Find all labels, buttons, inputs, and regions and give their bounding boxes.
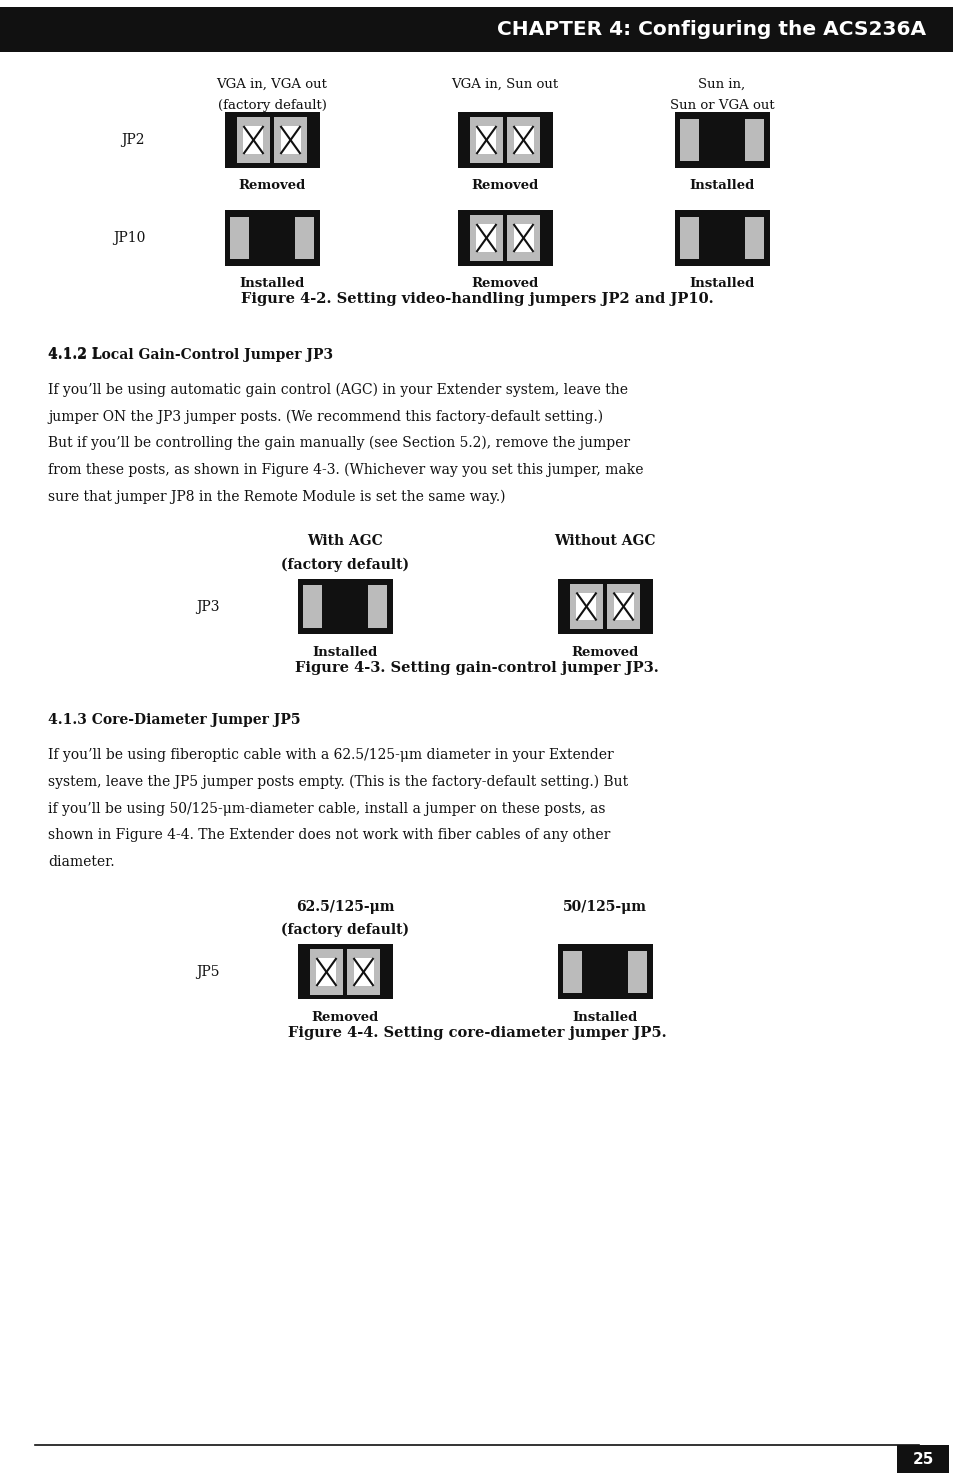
Bar (297, 580, 392, 634)
Bar (744, 217, 763, 260)
Bar (368, 586, 386, 628)
Text: sure that jumper ​JP8​ in the Remote Module is set the same way.): sure that jumper ​JP8​ in the Remote Mod… (48, 490, 505, 504)
Bar (507, 215, 539, 261)
Text: jumper ON the ​JP3​ jumper posts. (We recommend this factory-default setting.): jumper ON the ​JP3​ jumper posts. (We re… (48, 409, 602, 423)
Text: (factory default): (factory default) (217, 99, 326, 112)
Text: Removed: Removed (471, 180, 538, 193)
Text: Figure 4-2. Setting video-handling jumpers JP2 and JP10.: Figure 4-2. Setting video-handling jumpe… (240, 292, 713, 307)
Text: Installed: Installed (689, 180, 754, 193)
Text: Installed: Installed (572, 1012, 637, 1025)
Bar (316, 959, 336, 985)
Bar (698, 118, 744, 161)
Bar (470, 118, 502, 162)
Text: Figure 4-4. Setting core-diameter jumper JP5.: Figure 4-4. Setting core-diameter jumper… (288, 1027, 665, 1040)
Bar (243, 125, 263, 153)
Text: shown in Figure 4-4. The Extender does not work with fiber cables of any other: shown in Figure 4-4. The Extender does n… (48, 829, 610, 842)
Bar (896, 1446, 948, 1474)
Text: Removed: Removed (571, 646, 638, 659)
Text: Sun or VGA out: Sun or VGA out (669, 99, 774, 112)
Bar (679, 118, 763, 161)
Bar (280, 125, 300, 153)
Bar (674, 112, 769, 168)
Text: 4.1.2 L: 4.1.2 L (48, 348, 101, 361)
Bar (581, 950, 628, 994)
Bar (0, 7, 953, 52)
Bar (237, 118, 270, 162)
Bar (457, 112, 552, 168)
Text: Sun in,: Sun in, (698, 78, 745, 91)
Text: If you’ll be using fiberoptic cable with a 62.5/125-μm diameter in your Extender: If you’ll be using fiberoptic cable with… (48, 748, 613, 763)
Text: JP10: JP10 (112, 232, 145, 245)
Bar (295, 217, 314, 260)
Text: Figure 4-3. Setting gain-control jumper JP3.: Figure 4-3. Setting gain-control jumper … (294, 661, 659, 676)
Bar (613, 593, 633, 621)
Bar (557, 580, 652, 634)
Bar (513, 125, 533, 153)
Bar (679, 118, 698, 161)
Bar (303, 586, 321, 628)
Text: Removed: Removed (238, 180, 305, 193)
Text: (factory default): (factory default) (280, 923, 409, 938)
Bar (628, 950, 646, 994)
Bar (513, 224, 533, 252)
Bar (297, 944, 392, 1000)
Text: Installed: Installed (239, 277, 304, 291)
Text: If you’ll be using automatic gain control (AGC) in your Extender system, leave t: If you’ll be using automatic gain contro… (48, 382, 627, 397)
Text: Installed: Installed (312, 646, 377, 659)
Bar (249, 217, 295, 260)
Bar (562, 950, 646, 994)
Bar (310, 950, 342, 994)
Text: JP2: JP2 (121, 133, 145, 148)
Bar (274, 118, 306, 162)
Text: 62.5/125-μm: 62.5/125-μm (295, 900, 394, 914)
Bar (679, 217, 698, 260)
Bar (230, 217, 314, 260)
Bar (674, 211, 769, 266)
Bar (476, 224, 496, 252)
Bar (679, 217, 763, 260)
Text: system, leave the ​JP5​ jumper posts empty. (This is the factory-default setting: system, leave the ​JP5​ jumper posts emp… (48, 774, 627, 789)
Text: if you’ll be using 50/125-μm-diameter cable, install a jumper on these posts, as: if you’ll be using 50/125-μm-diameter ca… (48, 801, 605, 816)
Bar (507, 118, 539, 162)
Bar (476, 125, 496, 153)
Bar (224, 112, 319, 168)
Text: VGA in, VGA out: VGA in, VGA out (216, 78, 327, 91)
Text: Removed: Removed (471, 277, 538, 291)
Text: 50/125-μm: 50/125-μm (562, 900, 646, 914)
Bar (470, 215, 502, 261)
Text: Without AGC: Without AGC (554, 534, 655, 549)
Text: With AGC: With AGC (307, 534, 382, 549)
Text: diameter.: diameter. (48, 855, 114, 869)
Text: CHAPTER 4: Configuring the ACS236A: CHAPTER 4: Configuring the ACS236A (497, 21, 925, 38)
Text: JP5: JP5 (196, 965, 220, 979)
Bar (303, 586, 386, 628)
Bar (744, 118, 763, 161)
Text: But if you’ll be controlling the gain manually (see ​Section 5.2​), remove the j: But if you’ll be controlling the gain ma… (48, 437, 630, 450)
Bar (230, 217, 249, 260)
Text: Removed: Removed (311, 1012, 378, 1025)
Bar (321, 586, 368, 628)
Text: 4.1.3 Core-Diameter Jumper JP5: 4.1.3 Core-Diameter Jumper JP5 (48, 712, 300, 727)
Text: Installed: Installed (689, 277, 754, 291)
Bar (347, 950, 379, 994)
Text: VGA in, Sun out: VGA in, Sun out (451, 78, 558, 91)
Bar (457, 211, 552, 266)
Bar (607, 584, 639, 628)
Bar (576, 593, 596, 621)
Bar (570, 584, 602, 628)
Bar (354, 959, 374, 985)
Text: 4.1.2 L​ocal G​ain-C​ontrol J​umper JP3: 4.1.2 L​ocal G​ain-C​ontrol J​umper JP3 (48, 348, 333, 361)
Text: 25: 25 (911, 1451, 933, 1466)
Text: JP3: JP3 (196, 599, 220, 614)
Bar (562, 950, 581, 994)
Bar (557, 944, 652, 1000)
Text: (factory default): (factory default) (280, 558, 409, 572)
Bar (224, 211, 319, 266)
Text: from these posts, as shown in Figure 4-3. (Whichever way you set this jumper, ma: from these posts, as shown in Figure 4-3… (48, 463, 643, 478)
Bar (698, 217, 744, 260)
